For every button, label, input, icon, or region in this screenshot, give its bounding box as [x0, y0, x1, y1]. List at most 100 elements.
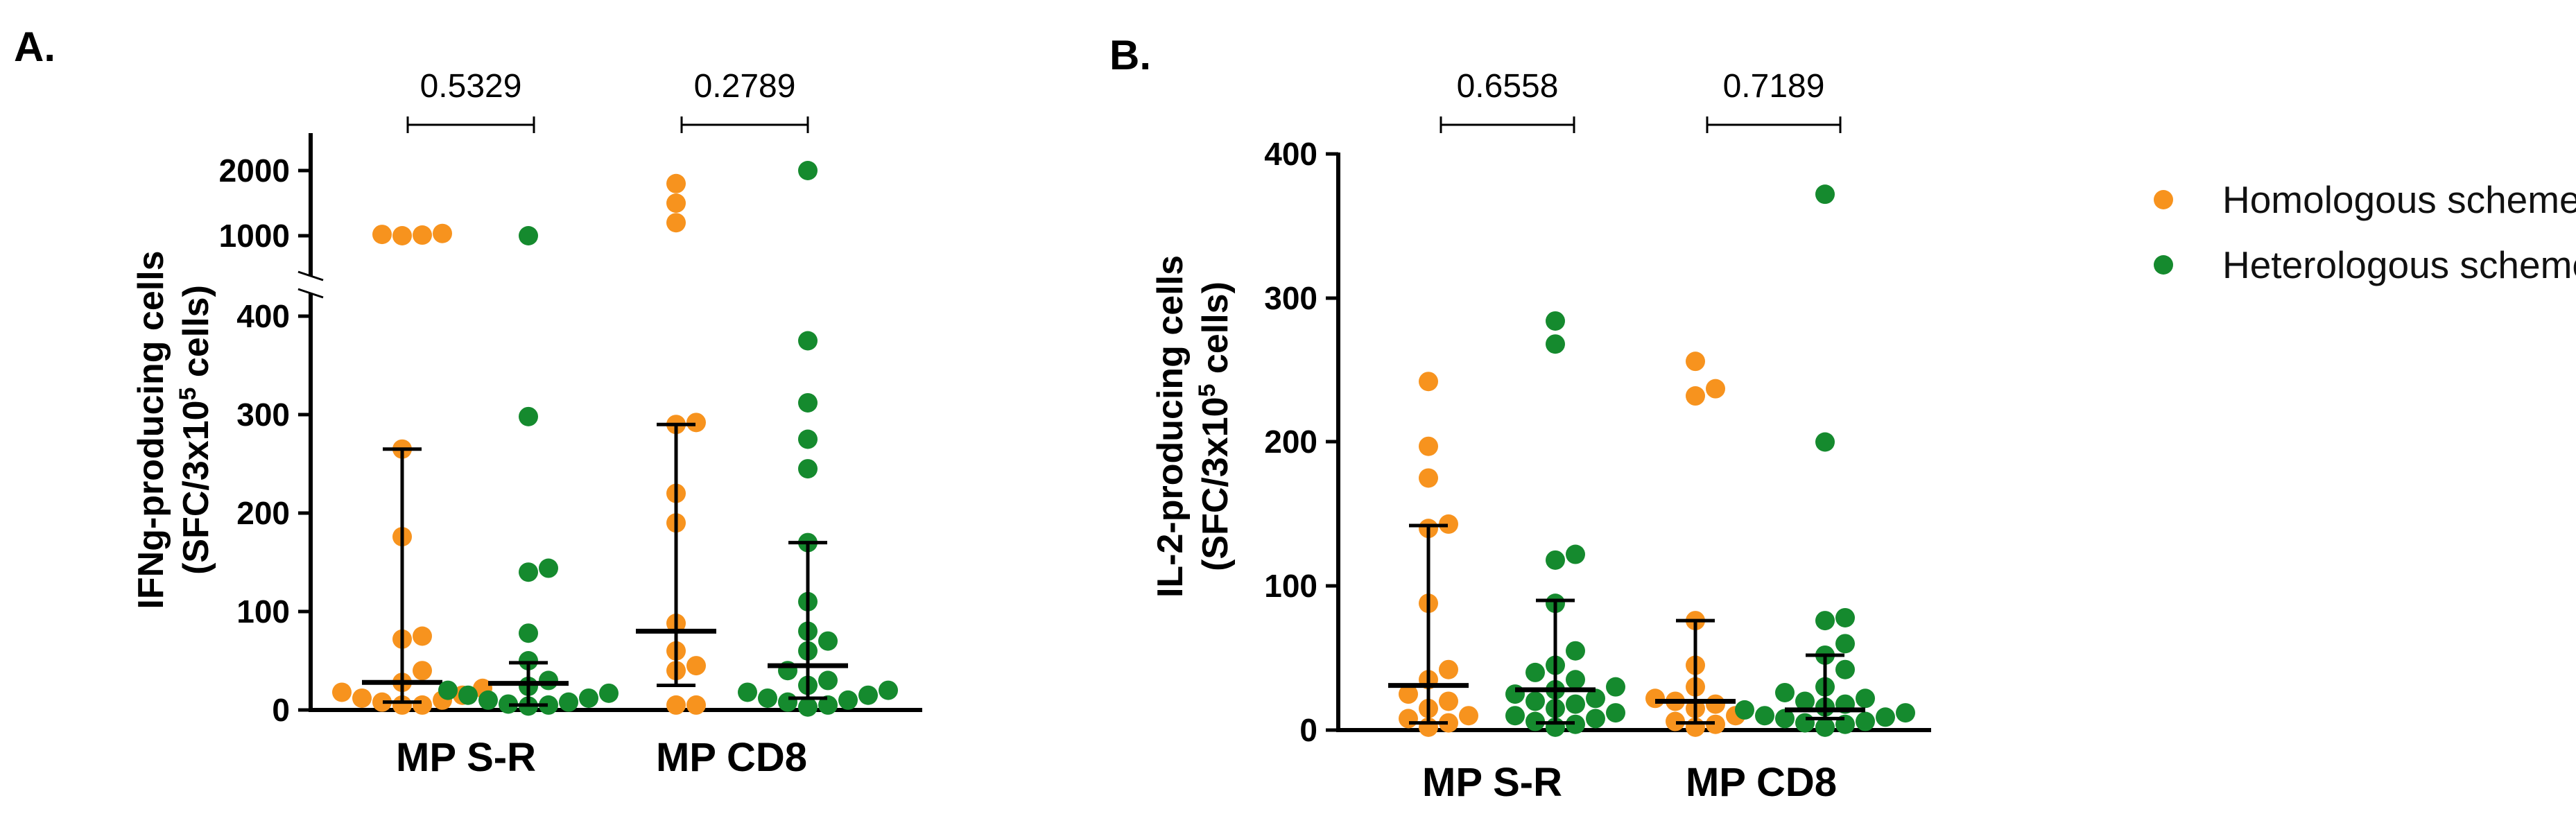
point-mp-s-r-heterologous-14	[539, 558, 558, 578]
point-mp-s-r-homologous-16	[372, 225, 392, 245]
point-mp-cd8-homologous-12	[666, 173, 686, 193]
point-mp-cd8-heterologous-6	[1755, 706, 1774, 726]
panel-a-category-mp-s-r: MP S-R	[396, 735, 536, 780]
point-mp-s-r-heterologous-4	[478, 690, 498, 710]
point-mp-s-r-homologous-15	[413, 225, 432, 245]
panel-b-tick-label-200: 200	[1264, 424, 1317, 460]
point-mp-cd8-heterologous-20	[798, 161, 818, 180]
point-mp-s-r-homologous-6	[1399, 684, 1418, 704]
point-mp-cd8-heterologous-16	[798, 459, 818, 479]
point-mp-s-r-homologous-11	[413, 626, 432, 646]
point-mp-cd8-heterologous-7	[879, 680, 898, 700]
point-mp-cd8-homologous-0	[666, 695, 686, 715]
point-mp-s-r-heterologous-15	[519, 406, 538, 426]
panel-a-pvalue-mp-s-r: 0.5329	[420, 68, 522, 105]
point-mp-cd8-heterologous-8	[1735, 700, 1754, 720]
panel-a-tick-label-200: 200	[236, 495, 290, 531]
point-mp-s-r-heterologous-5	[1606, 703, 1625, 723]
point-mp-s-r-heterologous-5	[579, 688, 598, 708]
legend: Homologous scheme Heterologous scheme	[2154, 178, 2576, 286]
point-mp-s-r-heterologous-7	[599, 683, 619, 703]
point-mp-cd8-heterologous-15	[1835, 659, 1855, 679]
point-mp-cd8-heterologous-20	[1815, 432, 1835, 452]
panel-a-pvalue-bracket-2: 0.2789	[680, 68, 809, 133]
panel-b-ylabel: IL-2-producing cells	[1150, 255, 1191, 598]
point-mp-cd8-heterologous-4	[1775, 709, 1795, 729]
panel-a-tick-label-300: 300	[236, 397, 290, 433]
point-mp-cd8-heterologous-7	[1896, 703, 1915, 723]
point-mp-s-r-heterologous-6	[458, 685, 478, 705]
point-mp-cd8-homologous-1	[1706, 714, 1725, 734]
point-mp-s-r-homologous-0	[392, 695, 412, 715]
point-mp-s-r-heterologous-19	[1566, 544, 1585, 564]
point-mp-cd8-homologous-13	[1686, 352, 1705, 372]
point-mp-s-r-heterologous-8	[438, 680, 458, 700]
panel-b-tick-label-400: 400	[1264, 136, 1317, 172]
point-mp-s-r-heterologous-16	[519, 226, 538, 245]
point-mp-cd8-heterologous-1	[818, 695, 838, 715]
panel-b-pvalue-mp-s-r: 0.6558	[1457, 68, 1559, 105]
point-mp-cd8-homologous-10	[666, 213, 686, 233]
point-mp-cd8-homologous-11	[666, 193, 686, 213]
panel-b-pvalue-bracket-1: 0.6558	[1440, 68, 1575, 133]
panel-b-tick-label-300: 300	[1264, 280, 1317, 316]
point-mp-cd8-homologous-3	[686, 656, 706, 676]
point-mp-s-r-homologous-14	[1419, 372, 1438, 392]
point-mp-s-r-heterologous-11	[519, 651, 538, 670]
point-mp-cd8-homologous-5	[1706, 694, 1725, 714]
point-mp-s-r-homologous-2	[372, 692, 392, 712]
panel-b-pvalue-mp-cd8: 0.7189	[1723, 68, 1825, 105]
panel-b-label: B.	[1109, 32, 1151, 78]
point-mp-cd8-heterologous-11	[1795, 691, 1815, 711]
point-mp-s-r-heterologous-9	[1586, 688, 1605, 709]
point-mp-s-r-homologous-3	[1459, 706, 1478, 726]
point-mp-cd8-heterologous-4	[758, 688, 777, 708]
panel-b-y-ticks: 0 100 200 300 400	[1264, 136, 1338, 748]
panel-a-axis-break-top	[297, 270, 324, 281]
point-mp-s-r-homologous-1	[413, 695, 432, 715]
point-mp-cd8-heterologous-17	[798, 429, 818, 449]
panel-b-category-mp-s-r: MP S-R	[1422, 760, 1562, 805]
point-mp-cd8-heterologous-19	[1835, 607, 1855, 627]
point-mp-s-r-homologous-12	[1419, 468, 1438, 488]
point-mp-s-r-heterologous-21	[1546, 311, 1565, 331]
point-mp-cd8-heterologous-17	[1835, 634, 1855, 654]
panel-a-tick-label-100: 100	[236, 593, 290, 630]
panel-b-category-mp-cd8: MP CD8	[1686, 760, 1837, 805]
point-mp-cd8-heterologous-18	[798, 392, 818, 413]
point-mp-s-r-heterologous-3	[559, 692, 578, 712]
panel-a-ylabel-units: (SFC/3x105 cells)	[175, 285, 216, 575]
point-mp-s-r-homologous-11	[1439, 514, 1458, 534]
point-mp-s-r-heterologous-12	[1606, 677, 1625, 697]
point-mp-s-r-homologous-13	[1419, 436, 1438, 456]
point-mp-s-r-heterologous-10	[1505, 684, 1525, 704]
point-mp-cd8-heterologous-6	[738, 682, 757, 702]
point-mp-s-r-homologous-14	[392, 226, 412, 245]
point-mp-s-r-heterologous-3	[1586, 709, 1605, 729]
panel-a-label: A.	[14, 24, 55, 70]
point-mp-s-r-heterologous-1	[1566, 714, 1585, 734]
point-mp-cd8-homologous-11	[1686, 386, 1705, 406]
legend-marker-homologous	[2154, 190, 2173, 209]
point-mp-cd8-heterologous-12	[818, 631, 838, 651]
panel-a-marks	[332, 161, 898, 717]
point-mp-s-r-heterologous-1	[539, 695, 558, 715]
panel-a-tick-label-400: 400	[236, 298, 290, 334]
panel-a-pvalue-bracket-1: 0.5329	[406, 68, 535, 133]
panel-a-category-mp-cd8: MP CD8	[656, 735, 807, 780]
panel-a-pvalue-mp-cd8: 0.2789	[694, 68, 796, 105]
point-mp-s-r-heterologous-12	[519, 623, 538, 643]
panel-a-ylabel: IFNg-producing cells	[131, 250, 171, 609]
point-mp-s-r-heterologous-7	[1566, 694, 1585, 714]
point-mp-s-r-heterologous-14	[1525, 662, 1545, 682]
point-mp-s-r-heterologous-2	[499, 694, 518, 714]
point-mp-cd8-heterologous-21	[1815, 184, 1835, 205]
point-mp-cd8-heterologous-12	[1856, 688, 1875, 709]
point-mp-cd8-heterologous-3	[1856, 711, 1875, 731]
point-mp-cd8-homologous-9	[686, 413, 706, 433]
point-mp-cd8-heterologous-5	[858, 685, 878, 705]
legend-label-homologous: Homologous scheme	[2222, 178, 2576, 221]
point-mp-cd8-heterologous-13	[1775, 682, 1795, 702]
point-mp-cd8-heterologous-0	[1815, 717, 1835, 737]
